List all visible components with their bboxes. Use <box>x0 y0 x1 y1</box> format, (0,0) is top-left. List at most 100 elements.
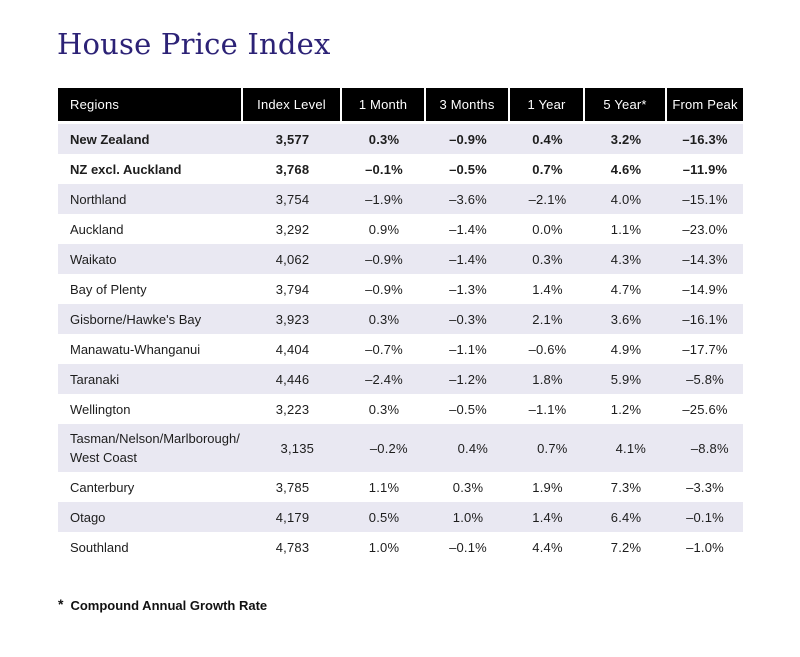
footnote: * Compound Annual Growth Rate <box>58 596 800 613</box>
one-year-cell: 1.9% <box>532 479 563 495</box>
three-months-cell: –0.5% <box>449 401 487 417</box>
five-year-cell: 7.3% <box>610 479 642 495</box>
region-cell: Manawatu-Whanganui <box>70 341 201 357</box>
table-row-tasman-nelson-marlborough-west-coast: Tasman/Nelson/Marlborough/ West Coast 3,… <box>58 424 743 472</box>
table-row-otago: Otago 4,179 0.5% 1.0% 1.4% 6.4% –0.1% <box>58 502 743 532</box>
three-months-cell: –1.3% <box>449 281 487 297</box>
column-header-from-peak: From Peak <box>672 97 738 112</box>
index-level-cell: 3,768 <box>275 161 310 177</box>
footnote-asterisk: * <box>58 596 64 612</box>
five-year-cell: 4.3% <box>610 251 642 267</box>
five-year-cell: 4.7% <box>610 281 642 297</box>
region-cell: Northland <box>70 191 127 207</box>
region-cell: Otago <box>70 509 106 525</box>
one-month-cell: 0.5% <box>368 509 400 525</box>
five-year-cell: 1.2% <box>610 401 642 417</box>
region-cell: Southland <box>70 539 129 555</box>
index-level-cell: 4,179 <box>275 509 310 525</box>
region-cell: NZ excl. Auckland <box>70 161 182 177</box>
region-cell: New Zealand <box>70 131 150 147</box>
column-header-5-year: 5 Year* <box>585 88 667 121</box>
one-year-cell: 1.4% <box>532 281 563 297</box>
three-months-cell: –1.4% <box>449 251 487 267</box>
one-year-cell: 0.7% <box>532 161 563 177</box>
one-month-cell: –2.4% <box>365 371 403 387</box>
one-year-cell: 1.4% <box>532 509 563 525</box>
one-month-cell: –0.7% <box>365 341 403 357</box>
one-month-cell: 1.0% <box>368 539 400 555</box>
table-row-manawatu-whanganui: Manawatu-Whanganui 4,404 –0.7% –1.1% –0.… <box>58 334 743 364</box>
region-cell: Gisborne/Hawke's Bay <box>70 311 202 327</box>
index-level-cell: 3,923 <box>275 311 310 327</box>
three-months-cell: –0.5% <box>449 161 487 177</box>
region-cell: Tasman/Nelson/Marlborough/ West Coast <box>70 431 240 465</box>
three-months-cell: 0.3% <box>452 479 484 495</box>
region-cell: Waikato <box>70 251 117 267</box>
index-level-cell: 3,135 <box>280 440 315 456</box>
from-peak-cell: –23.0% <box>682 221 728 237</box>
three-months-cell: –3.6% <box>449 191 487 207</box>
one-year-cell: 0.7% <box>537 440 568 456</box>
column-header-3-months: 3 Months <box>426 88 510 121</box>
index-level-cell: 3,794 <box>275 281 310 297</box>
three-months-cell: –1.1% <box>449 341 487 357</box>
from-peak-cell: –16.1% <box>682 311 728 327</box>
five-year-cell: 3.2% <box>610 131 642 147</box>
from-peak-cell: –14.3% <box>682 251 728 267</box>
one-year-cell: –1.1% <box>528 401 567 417</box>
five-year-cell: 5.9% <box>610 371 642 387</box>
house-price-index-table: Regions Index Level 1 Month 3 Months 1 Y… <box>58 88 743 562</box>
table-row-waikato: Waikato 4,062 –0.9% –1.4% 0.3% 4.3% –14.… <box>58 244 743 274</box>
three-months-cell: 0.4% <box>457 440 489 456</box>
from-peak-cell: –8.8% <box>690 440 729 456</box>
three-months-cell: –0.1% <box>449 539 487 555</box>
page: House Price Index Regions Index Level 1 … <box>57 27 800 613</box>
index-level-cell: 3,292 <box>275 221 310 237</box>
footnote-text: Compound Annual Growth Rate <box>70 598 268 613</box>
one-year-cell: 0.0% <box>532 221 563 237</box>
index-level-cell: 4,446 <box>275 371 310 387</box>
three-months-cell: 1.0% <box>452 509 484 525</box>
index-level-cell: 3,754 <box>275 191 310 207</box>
from-peak-cell: –0.1% <box>686 509 724 525</box>
from-peak-cell: –16.3% <box>682 131 728 147</box>
from-peak-cell: –1.0% <box>686 539 724 555</box>
three-months-cell: –1.4% <box>449 221 487 237</box>
region-cell: Bay of Plenty <box>70 281 147 297</box>
from-peak-cell: –11.9% <box>682 161 728 177</box>
table-row-northland: Northland 3,754 –1.9% –3.6% –2.1% 4.0% –… <box>58 184 743 214</box>
table-row-new-zealand: New Zealand 3,577 0.3% –0.9% 0.4% 3.2% –… <box>58 124 743 154</box>
one-year-cell: –0.6% <box>528 341 567 357</box>
table-row-taranaki: Taranaki 4,446 –2.4% –1.2% 1.8% 5.9% –5.… <box>58 364 743 394</box>
column-header-1-year: 1 Year <box>510 88 585 121</box>
one-month-cell: –0.1% <box>365 161 403 177</box>
one-year-cell: 4.4% <box>532 539 563 555</box>
table-body: New Zealand 3,577 0.3% –0.9% 0.4% 3.2% –… <box>58 124 743 562</box>
one-month-cell: 1.1% <box>368 479 400 495</box>
table-header-row: Regions Index Level 1 Month 3 Months 1 Y… <box>58 88 743 121</box>
one-month-cell: –0.2% <box>369 440 408 456</box>
region-cell: Taranaki <box>70 371 120 387</box>
region-cell: Canterbury <box>70 479 135 495</box>
five-year-cell: 7.2% <box>610 539 642 555</box>
five-year-cell: 4.6% <box>610 161 642 177</box>
table-row-bay-of-plenty: Bay of Plenty 3,794 –0.9% –1.3% 1.4% 4.7… <box>58 274 743 304</box>
table-row-wellington: Wellington 3,223 0.3% –0.5% –1.1% 1.2% –… <box>58 394 743 424</box>
from-peak-cell: –25.6% <box>682 401 728 417</box>
index-level-cell: 3,577 <box>275 131 310 147</box>
one-year-cell: –2.1% <box>528 191 567 207</box>
one-year-cell: 0.4% <box>532 131 563 147</box>
page-title: House Price Index <box>57 27 331 61</box>
from-peak-cell: –5.8% <box>686 371 724 387</box>
five-year-cell: 3.6% <box>610 311 642 327</box>
five-year-cell: 1.1% <box>610 221 642 237</box>
table-row-southland: Southland 4,783 1.0% –0.1% 4.4% 7.2% –1.… <box>58 532 743 562</box>
one-month-cell: 0.3% <box>368 131 400 147</box>
five-year-cell: 4.0% <box>610 191 642 207</box>
one-year-cell: 2.1% <box>532 311 563 327</box>
from-peak-cell: –14.9% <box>682 281 728 297</box>
table-row-canterbury: Canterbury 3,785 1.1% 0.3% 1.9% 7.3% –3.… <box>58 472 743 502</box>
index-level-cell: 3,785 <box>275 479 310 495</box>
column-header-index-level: Index Level <box>243 88 342 121</box>
one-month-cell: 0.9% <box>368 221 400 237</box>
